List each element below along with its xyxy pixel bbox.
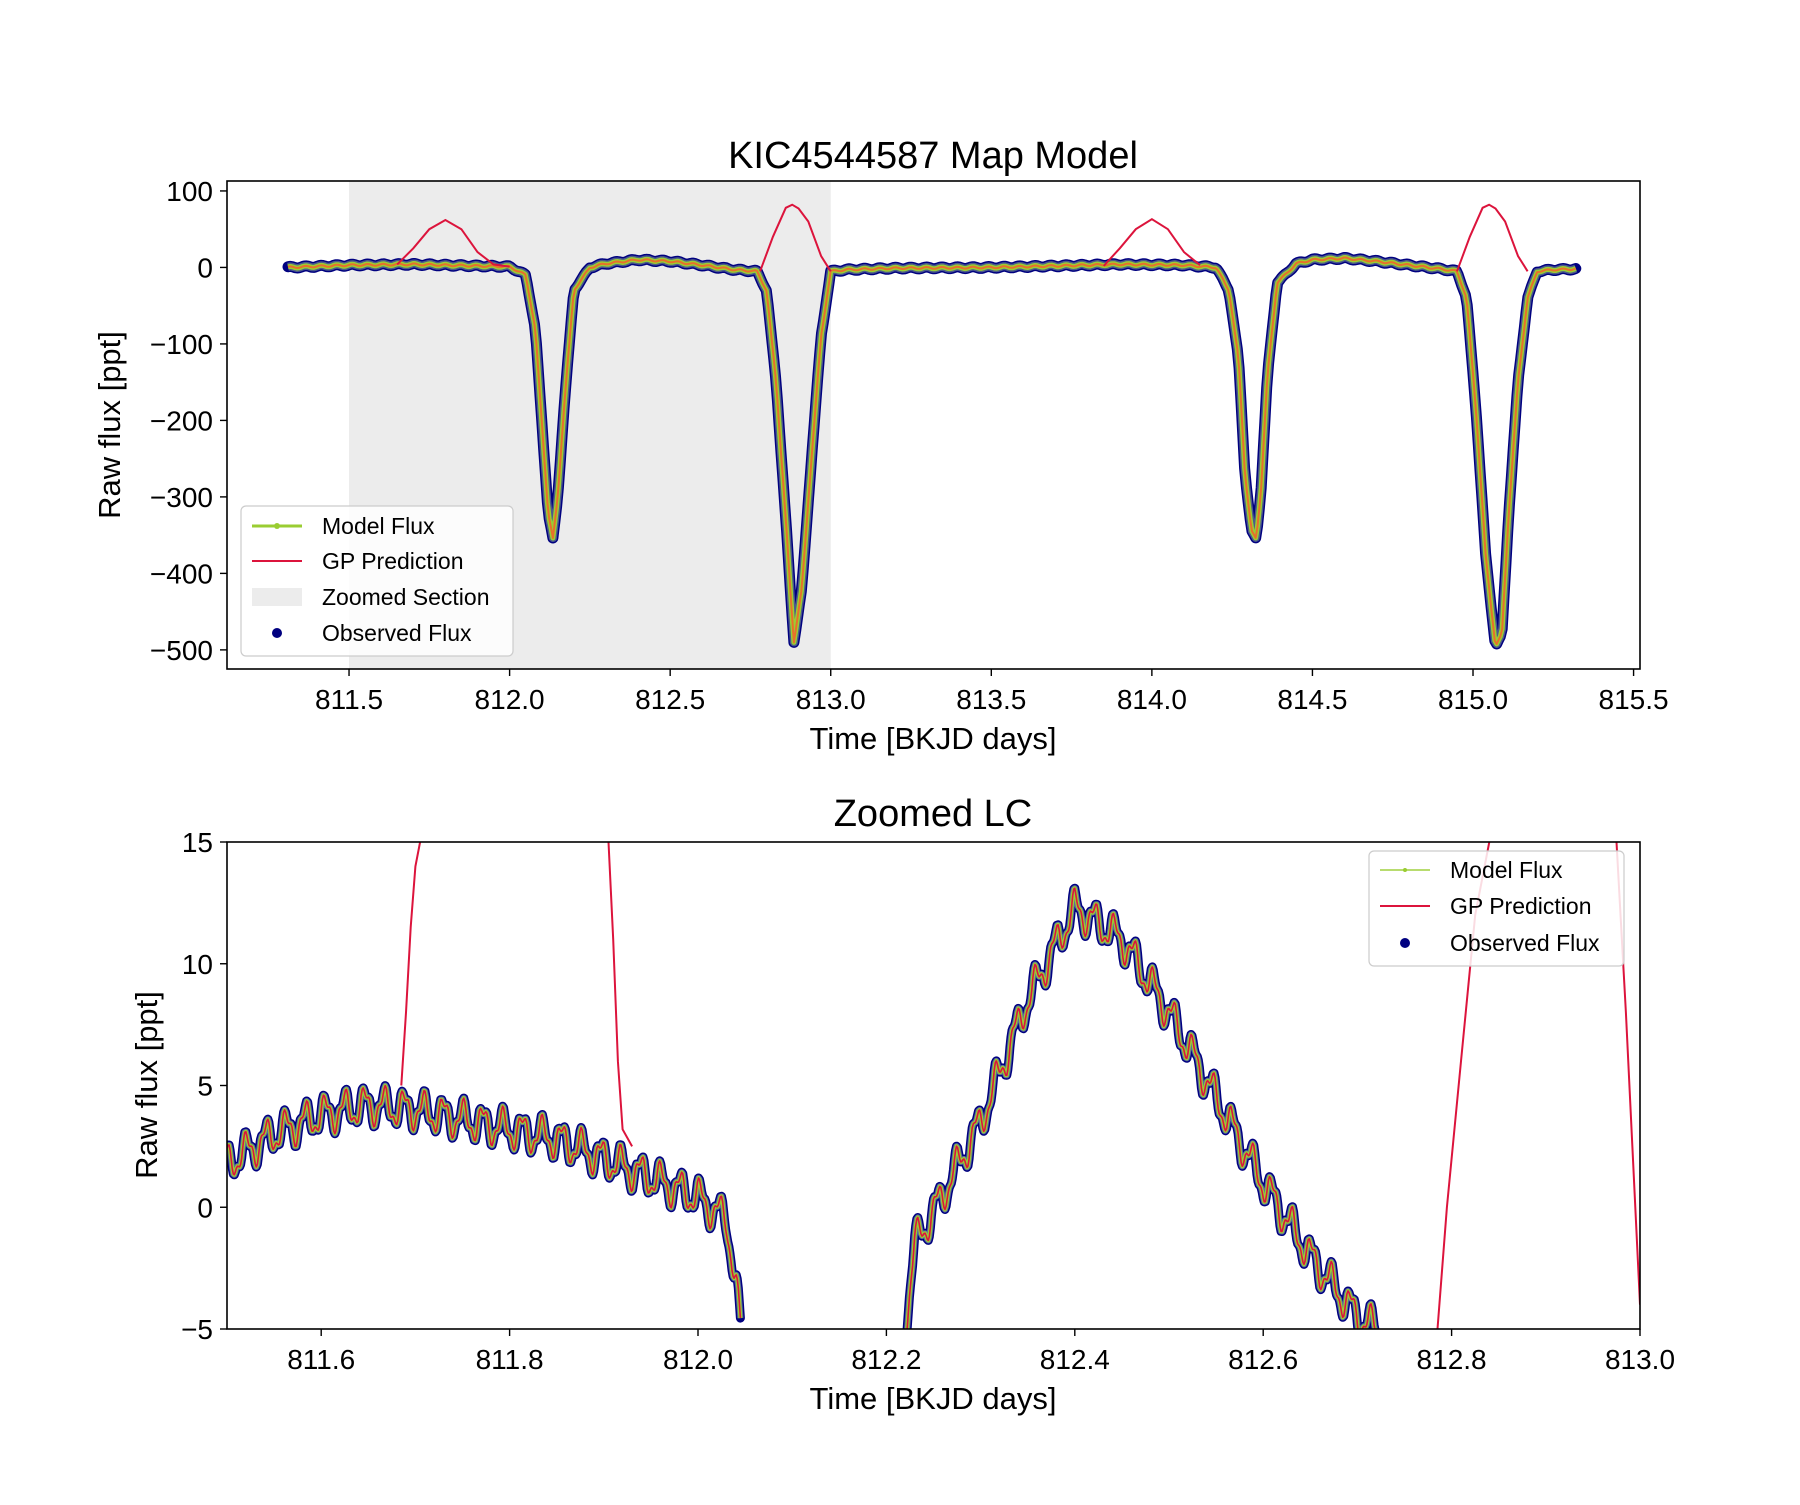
top-y-tick-label: −400	[150, 558, 213, 589]
top-panel: KIC4544587 Map Model 811.5 812.0 812.5 813.…	[92, 135, 1669, 756]
top-y-tick-label: −100	[150, 329, 213, 360]
bottom-x-tick-label: 812.4	[1040, 1344, 1110, 1375]
bottom-y-tick-label: 0	[197, 1192, 213, 1223]
bottom-x-tick-label: 812.0	[663, 1344, 733, 1375]
bottom-x-ticks: 811.6 811.8 812.0 812.2 812.4 812.6 812.8 813.0	[287, 1329, 1675, 1375]
bottom-y-ticks: 15 10 5 0 −5	[181, 827, 227, 1345]
bottom-x-tick-label: 812.8	[1417, 1344, 1487, 1375]
bottom-y-tick-label: 5	[197, 1071, 213, 1102]
top-legend-observed-label: Observed Flux	[322, 620, 472, 646]
bottom-y-tick-label: 10	[182, 949, 213, 980]
top-legend-model-marker	[274, 523, 280, 529]
bottom-x-tick-label: 812.2	[851, 1344, 921, 1375]
bottom-x-axis-label: Time [BKJD days]	[810, 1381, 1057, 1416]
top-x-tick-label: 813.0	[796, 684, 866, 715]
bottom-y-tick-label: 15	[182, 827, 213, 858]
gp-prediction-bump-2	[759, 203, 832, 272]
top-title: KIC4544587 Map Model	[728, 135, 1138, 177]
bottom-legend-box	[1368, 850, 1625, 967]
top-y-tick-label: −300	[150, 482, 213, 513]
bottom-legend-gp-label: GP Prediction	[1450, 893, 1591, 919]
top-x-tick-label: 812.0	[475, 684, 545, 715]
top-legend-model-label: Model Flux	[322, 513, 435, 539]
top-legend-zoom-label: Zoomed Section	[322, 584, 489, 610]
top-y-tick-label: −500	[150, 635, 213, 666]
gp-prediction-segment-1	[227, 1084, 742, 1319]
bottom-y-tick-label: −5	[181, 1314, 213, 1345]
top-axes-frame	[226, 180, 1641, 670]
bottom-legend-model-label: Model Flux	[1450, 857, 1563, 883]
top-legend: Model Flux GP Prediction Zoomed Section …	[240, 505, 514, 657]
gp-prediction-bump-3	[1102, 218, 1201, 267]
top-x-tick-label: 814.5	[1277, 684, 1347, 715]
top-x-tick-label: 812.5	[635, 684, 705, 715]
top-data-layer	[282, 203, 1582, 650]
gp-prediction-series	[287, 256, 1577, 645]
gp-prediction-bump-1	[396, 218, 510, 268]
top-legend-observed-marker	[272, 628, 282, 638]
bottom-data-layer	[227, 842, 1640, 1329]
gp-prediction-bump-4	[1456, 203, 1529, 272]
gp-prediction-segment-2	[906, 887, 1376, 1329]
top-y-tick-label: −200	[150, 405, 213, 436]
bottom-x-tick-label: 812.6	[1228, 1344, 1298, 1375]
bottom-legend: Model Flux GP Prediction Observed Flux	[1368, 850, 1625, 967]
top-y-ticks: 100 0 −100 −200 −300 −400 −500	[150, 176, 227, 666]
bottom-legend-observed-label: Observed Flux	[1450, 930, 1600, 956]
bottom-title: Zoomed LC	[834, 793, 1033, 835]
observed-flux-segment-1	[227, 1081, 745, 1323]
top-x-axis-label: Time [BKJD days]	[810, 721, 1057, 756]
top-x-tick-label: 815.5	[1599, 684, 1669, 715]
top-y-axis-label: Raw flux [ppt]	[92, 331, 127, 519]
top-x-ticks: 811.5 812.0 812.5 813.0 813.5 814.0 814.5 815.0…	[315, 669, 1669, 715]
bottom-legend-model-marker	[1403, 868, 1407, 872]
bottom-x-tick-label: 811.6	[287, 1344, 355, 1375]
top-y-tick-label: 0	[197, 252, 213, 283]
bottom-y-axis-label: Raw flux [ppt]	[129, 991, 164, 1179]
top-legend-gp-label: GP Prediction	[322, 548, 463, 574]
bottom-x-tick-label: 813.0	[1605, 1344, 1675, 1375]
top-legend-box	[240, 505, 514, 657]
top-x-tick-label: 811.5	[315, 684, 383, 715]
top-legend-zoom-swatch	[252, 588, 302, 606]
top-x-tick-label: 815.0	[1438, 684, 1508, 715]
bottom-x-tick-label: 811.8	[476, 1344, 544, 1375]
bottom-legend-observed-marker	[1400, 938, 1410, 948]
gp-prediction-gp-rise	[400, 842, 422, 1086]
bottom-panel: Zoomed LC 811.6 811.8 812.0 812.2 812.4 812.6…	[129, 793, 1675, 1416]
top-y-tick-label: 100	[166, 176, 213, 207]
top-x-tick-label: 813.5	[956, 684, 1026, 715]
gp-prediction-gp-fall	[607, 842, 633, 1147]
top-x-tick-label: 814.0	[1117, 684, 1187, 715]
